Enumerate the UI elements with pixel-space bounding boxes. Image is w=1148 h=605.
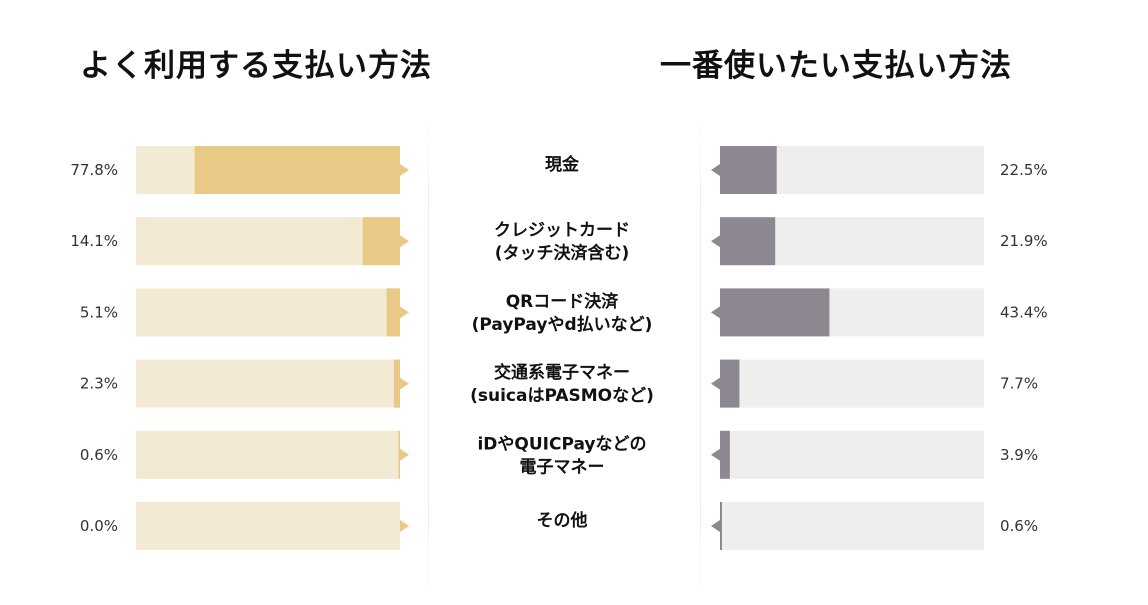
left-bar-pointer: [400, 164, 409, 176]
right-bar-pointer: [711, 448, 720, 461]
left-value-label: 14.1%: [70, 232, 118, 250]
right-bar-pointer: [711, 377, 720, 390]
right-value-label: 43.4%: [1000, 303, 1048, 321]
left-value-label: 77.8%: [70, 161, 118, 179]
right-bar-pointer: [711, 306, 720, 319]
left-bar-track: [136, 430, 400, 479]
left-bar-track: [136, 217, 400, 266]
category-label-line: iDやQUICPayなどの: [477, 434, 646, 454]
left-bar-pointer: [400, 377, 409, 390]
right-value-label: 22.5%: [1000, 161, 1048, 179]
category-label-line: クレジットカード: [494, 221, 630, 241]
category-label-line: (PayPayやd払いなど): [472, 314, 653, 335]
left-bar: [398, 430, 400, 479]
right-bar-track: [720, 430, 984, 479]
left-bar: [386, 288, 400, 337]
category-label-line: (タッチ決済含む): [495, 243, 630, 264]
divider-left: [428, 110, 429, 605]
right-value-label: 3.9%: [1000, 446, 1038, 464]
category-label-line: 電子マネー: [520, 457, 605, 477]
left-value-label: 5.1%: [80, 303, 118, 321]
right-value-label: 7.7%: [1000, 375, 1038, 393]
right-value-label: 21.9%: [1000, 232, 1048, 250]
category-label: iDやQUICPayなどの電子マネー: [477, 434, 646, 477]
left-bar-pointer: [400, 448, 409, 461]
category-label: QRコード決済(PayPayやd払いなど): [472, 291, 653, 335]
left-value-label: 0.6%: [80, 446, 118, 464]
left-bar-track: [136, 502, 400, 550]
right-value-label: 0.6%: [1000, 517, 1038, 535]
left-bar: [362, 217, 400, 266]
right-bar-track: [720, 359, 984, 408]
category-label: その他: [537, 510, 588, 531]
left-bar-track: [136, 359, 400, 408]
left-bar: [393, 359, 400, 408]
right-bar: [720, 502, 722, 550]
category-label-line: 交通系電子マネー: [494, 362, 630, 383]
category-label-line: (suicaはPASMOなど): [470, 386, 654, 406]
left-bar-track: [136, 288, 400, 337]
right-bar-track: [720, 502, 984, 550]
divider-right: [700, 110, 701, 605]
left-value-label: 2.3%: [80, 375, 118, 393]
left-bar-pointer: [400, 520, 409, 532]
right-bar: [720, 430, 730, 479]
left-bar: [194, 146, 400, 194]
category-label: クレジットカード(タッチ決済含む): [494, 221, 630, 264]
left-value-label: 0.0%: [80, 517, 118, 535]
right-bar-pointer: [711, 235, 720, 248]
right-bar: [720, 217, 776, 266]
right-bar: [720, 288, 830, 337]
category-label-line: QRコード決済: [506, 291, 620, 312]
right-chart-title: 一番使いたい支払い方法: [660, 48, 1012, 84]
right-bar-pointer: [711, 164, 720, 176]
left-bar-pointer: [400, 306, 409, 319]
left-bar-pointer: [400, 235, 409, 248]
right-bar-pointer: [711, 520, 720, 532]
left-chart-title: よく利用する支払い方法: [80, 48, 432, 84]
category-label: 交通系電子マネー (suicaはPASMOなど): [470, 362, 654, 406]
category-label-line: 現金: [545, 154, 580, 175]
category-label: 現金: [545, 154, 580, 175]
right-bar: [720, 146, 777, 194]
category-label-line: その他: [537, 510, 588, 531]
right-bar: [720, 359, 740, 408]
